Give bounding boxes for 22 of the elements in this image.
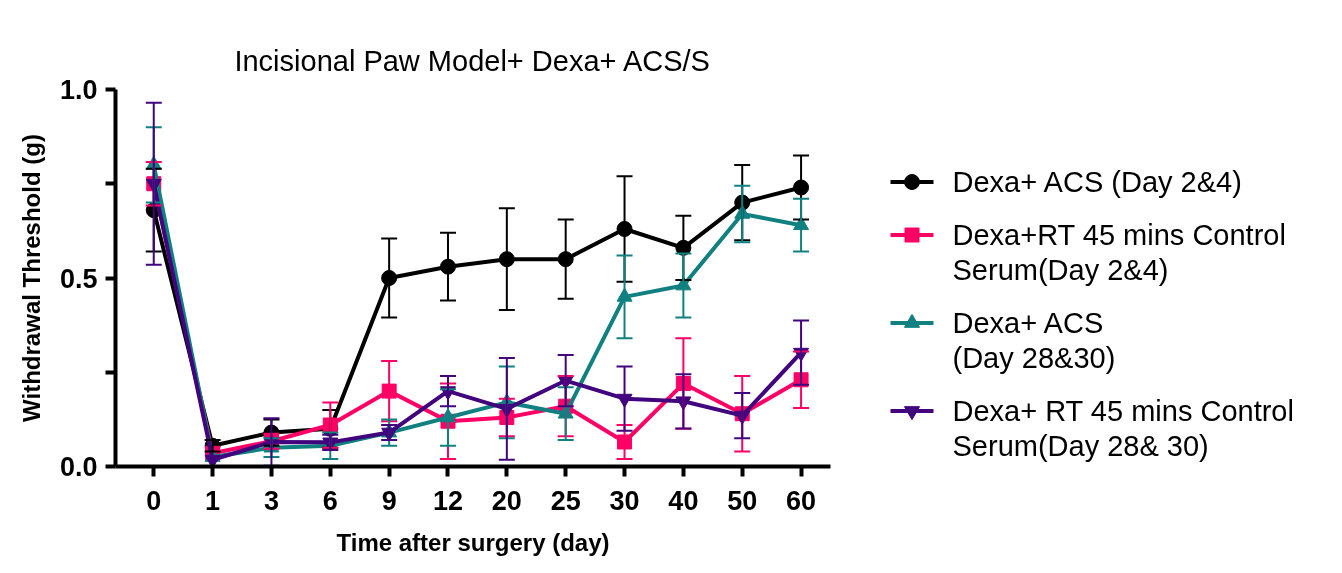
x-tick-label: 25 <box>550 485 581 516</box>
x-tick-label: 12 <box>432 485 464 516</box>
legend-label: Dexa+ RT 45 mins Control Serum(Day 28& 30) <box>952 395 1294 462</box>
y-tick-label: 1.0 <box>59 75 98 105</box>
x-tick-label: 0 <box>146 485 162 516</box>
x-tick-label: 6 <box>322 485 338 516</box>
y-axis-title: Withdrawal Threshold (g) <box>17 134 45 422</box>
chart-title: Incisional Paw Model+ Dexa+ ACS/S <box>234 44 710 77</box>
x-tick-label: 9 <box>381 485 397 516</box>
x-tick-label: 3 <box>263 485 279 516</box>
x-axis-title: Time after surgery (day) <box>336 528 610 556</box>
x-tick-label: 20 <box>491 485 522 516</box>
x-tick-label: 50 <box>727 485 758 516</box>
x-tick-label: 1 <box>205 485 221 516</box>
legend-label: Dexa+ ACS (Day 28&30) <box>952 307 1116 374</box>
legend-label: Dexa+RT 45 mins Control Serum(Day 2&4) <box>952 219 1286 286</box>
y-tick-label: 0.5 <box>59 263 98 294</box>
legend-label: Dexa+ ACS (Day 2&4) <box>952 166 1242 198</box>
x-tick-label: 60 <box>786 485 817 516</box>
x-tick-label: 30 <box>609 485 640 516</box>
x-tick-label: 40 <box>668 485 699 516</box>
y-tick-label: 0.0 <box>59 452 98 482</box>
